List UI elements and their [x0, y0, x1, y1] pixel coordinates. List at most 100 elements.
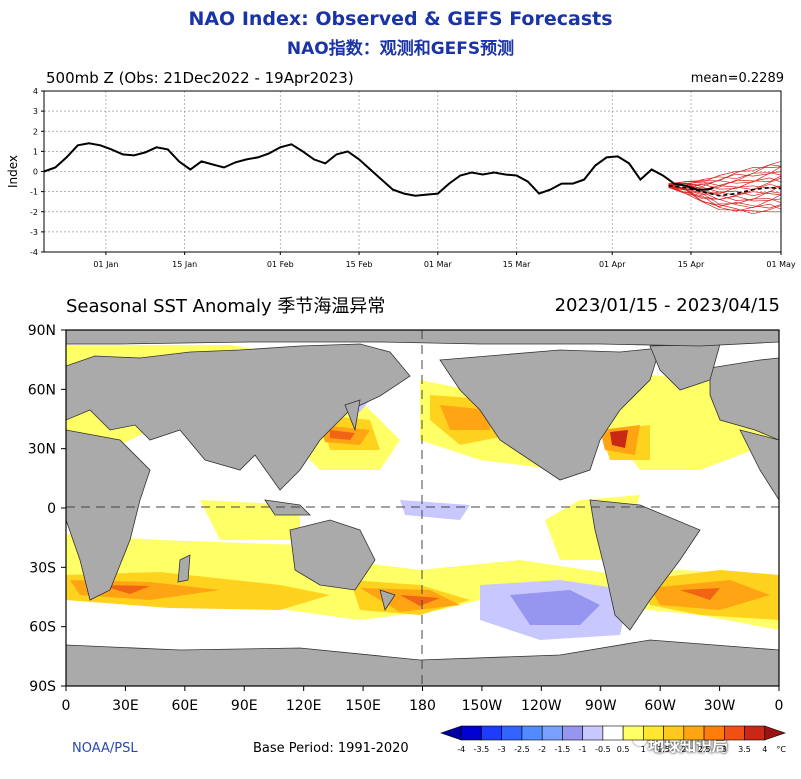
- nao-y-axis-label: Index: [6, 155, 20, 188]
- colorbar-tick-label: -4: [457, 745, 465, 754]
- map-x-tick-label: 60W: [644, 698, 676, 714]
- colorbar: -4 -3.5 -3 -2.5 -2 -1.5 -1 -0.5 0.5 1 1.5 2 2.5 3 3.5 4…: [440, 725, 786, 754]
- colorbar-swatch: [541, 725, 563, 741]
- nao-y-tick-label: 2: [33, 127, 38, 136]
- nao-y-tick-label: -4: [30, 248, 38, 257]
- map-x-tick-label: 0: [62, 698, 71, 714]
- nao-x-tick-label: 01 Jan: [93, 260, 118, 269]
- map-x-tick-label: 90E: [231, 698, 258, 714]
- colorbar-tick-label: 0.5: [617, 745, 630, 754]
- cool-anomaly-region: [510, 590, 600, 625]
- map-ticks: 0 30E 60E 90E 120E 150E 180 150W 120W 90W 60W 30W 09…: [28, 323, 784, 714]
- warm-anomaly-region: [400, 595, 440, 606]
- watermark: 地球知识局: [648, 736, 729, 755]
- land-australia: [289, 519, 376, 591]
- ensemble-member-line: [668, 186, 782, 212]
- colorbar-swatch: [562, 725, 583, 741]
- colorbar-tick-label: -3: [498, 745, 506, 754]
- land-madagascar: [177, 554, 191, 583]
- map-y-tick-label: 60N: [28, 382, 56, 398]
- colorbar-tick-label: 2: [681, 745, 686, 754]
- nao-y-tick-label: -3: [30, 228, 38, 237]
- nao-x-tick-label: 15 Jan: [172, 260, 197, 269]
- colorbar-swatch: [703, 725, 725, 741]
- nao-x-tick-label: 01 May: [766, 260, 796, 269]
- ensemble-member-line: [668, 183, 782, 196]
- nao-ticks: -4 -3 -2 -1 0 1 2 3 4 01 Jan 15 Jan 01 Feb 15 Feb 01 …: [6, 87, 796, 269]
- map-y-tick-label: 60S: [29, 620, 56, 636]
- colorbar-swatch: [460, 725, 482, 741]
- base-period-label: Base Period: 1991-2020: [253, 741, 409, 756]
- nao-x-tick-label: 01 Mar: [424, 260, 453, 269]
- colorbar-unit-label: °C: [776, 745, 786, 754]
- nao-subtitle: 500mb Z (Obs: 21Dec2022 - 19Apr2023): [46, 69, 354, 87]
- nao-x-tick-label: 15 Apr: [678, 260, 705, 269]
- colorbar-tick-label: 1.5: [657, 745, 670, 754]
- map-y-tick-label: 30S: [29, 560, 56, 576]
- ensemble-member-line: [668, 177, 782, 191]
- map-y-tick-label: 90N: [28, 323, 56, 339]
- nao-y-tick-label: 3: [33, 107, 38, 116]
- map-x-tick-label: 150E: [345, 698, 381, 714]
- warm-anomaly-hot: [100, 430, 720, 606]
- colorbar-swatch: [744, 725, 766, 741]
- colorbar-swatch: [501, 725, 523, 741]
- map-x-tick-label: 30W: [704, 698, 736, 714]
- land-europe: [709, 357, 779, 441]
- land-africa-east: [739, 429, 779, 501]
- warm-anomaly-region: [440, 405, 490, 430]
- land-south-america: [589, 499, 701, 631]
- colorbar-tick-label: 4: [762, 745, 767, 754]
- warm-anomaly-region: [100, 585, 150, 594]
- warm-anomaly-region: [66, 534, 779, 630]
- cool-anomaly-region: [400, 500, 470, 520]
- colorbar-tick-label: -1: [579, 745, 587, 754]
- colorbar-tick-label: -2.5: [514, 745, 530, 754]
- warm-anomaly-region: [680, 588, 720, 600]
- map-y-tick-label: 0: [47, 501, 56, 517]
- credit-label: NOAA/PSL: [72, 741, 138, 756]
- map-y-tick-label: 30N: [28, 442, 56, 458]
- ensemble-member-line: [668, 186, 782, 209]
- map-x-tick-label: 180: [409, 698, 436, 714]
- nao-y-tick-label: 1: [33, 147, 38, 156]
- land-japan: [344, 399, 361, 432]
- land-indonesia: [264, 499, 311, 516]
- nao-y-tick-label: -2: [30, 208, 38, 217]
- colorbar-tick-label: 3: [722, 745, 727, 754]
- nao-y-tick-label: 4: [33, 87, 38, 96]
- map-y-tick-label: 90S: [29, 679, 56, 695]
- map-x-tick-label: 30E: [112, 698, 139, 714]
- ensemble-member-line: [668, 166, 782, 185]
- ensemble-member-line: [668, 161, 782, 184]
- nao-x-tick-label: 15 Mar: [503, 260, 532, 269]
- colorbar-swatch: [643, 725, 664, 741]
- colorbar-swatch: [440, 725, 462, 741]
- map-x-tick-label: 120E: [286, 698, 322, 714]
- ensemble-member-line: [668, 185, 782, 197]
- nao-y-tick-label: 0: [33, 168, 38, 177]
- nao-x-tick-label: 15 Feb: [346, 260, 373, 269]
- figure-title-chinese: NAO指数：观测和GEFS预测: [286, 39, 515, 59]
- land-eurasia: [66, 343, 411, 491]
- nao-plot-frame: [43, 90, 782, 253]
- colorbar-swatch: [764, 725, 786, 741]
- ensemble-member-line: [668, 164, 782, 186]
- figure-title: NAO Index: Observed & GEFS Forecasts: [188, 8, 613, 30]
- sst-title: Seasonal SST Anomaly 季节海温异常: [66, 296, 386, 317]
- map-x-tick-label: 60E: [171, 698, 198, 714]
- nao-x-tick-label: 01 Apr: [599, 260, 626, 269]
- warm-anomaly-region: [610, 430, 628, 448]
- colorbar-tick-label: 3.5: [738, 745, 751, 754]
- colorbar-tick-label: -0.5: [595, 745, 611, 754]
- ensemble-member-line: [668, 187, 782, 215]
- map-x-tick-label: 90W: [585, 698, 617, 714]
- sst-date-range: 2023/01/15 - 2023/04/15: [554, 295, 780, 316]
- land-north-america: [439, 347, 661, 481]
- colorbar-swatch: [622, 725, 644, 741]
- nao-forecast-mean-line: [668, 184, 782, 197]
- colorbar-tick-label: 2.5: [698, 745, 711, 754]
